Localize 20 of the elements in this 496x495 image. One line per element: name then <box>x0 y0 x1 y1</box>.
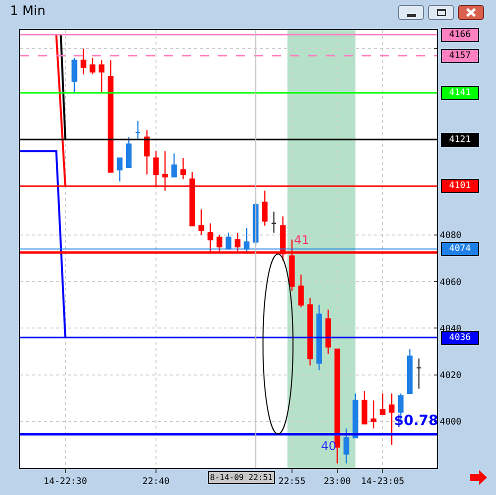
ref-line-label: 8-14-09 22:51 <box>210 473 273 482</box>
chart-title: 1 Min <box>10 4 46 19</box>
annotation: 40 <box>321 439 336 453</box>
x-tick-label: 22:40 <box>142 476 170 487</box>
ref-line-label: 4074 <box>449 244 471 254</box>
ref-line-label: 4101 <box>449 181 471 191</box>
ref-line-label: 4141 <box>449 88 471 98</box>
ref-line-label: 4166 <box>449 30 471 40</box>
ref-line-label: 4036 <box>449 333 471 343</box>
y-tick-label: 4060 <box>440 278 462 288</box>
x-tick-label: 14-22:30 <box>44 476 88 487</box>
x-tick-label: 14-23:05 <box>360 476 404 487</box>
y-tick-label: 4020 <box>440 370 462 381</box>
x-tick-label: 22:55 <box>278 476 306 487</box>
annotation: 41 <box>294 233 310 247</box>
ref-line-label: 4121 <box>449 135 471 145</box>
x-tick-label: 23:00 <box>324 476 351 487</box>
y-tick-label: 4000 <box>440 418 462 428</box>
ref-line-label: 4157 <box>449 51 471 61</box>
y-tick-label: 4080 <box>440 231 462 242</box>
